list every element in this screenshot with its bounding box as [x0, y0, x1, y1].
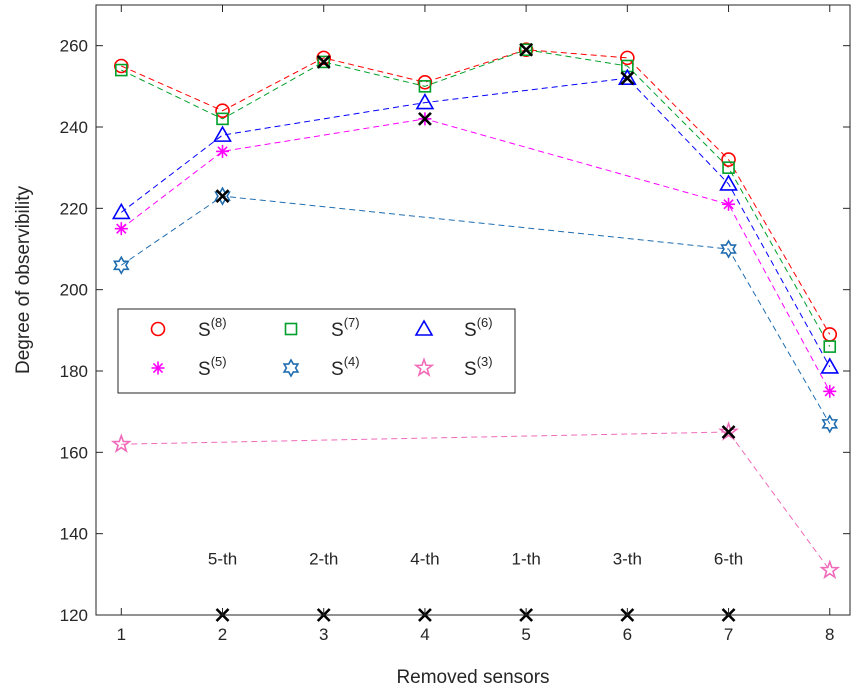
removed-cross-marker [316, 55, 331, 69]
x-tick-label: 5 [521, 625, 530, 644]
order-label: 5-th [208, 550, 237, 569]
data-point [820, 357, 840, 374]
data-point [114, 222, 128, 236]
legend-marker [151, 361, 165, 375]
y-tick-label: 200 [60, 281, 88, 300]
order-label: 1-th [511, 550, 540, 569]
x-tick-label: 3 [319, 625, 328, 644]
data-point [518, 42, 534, 58]
data-point [115, 63, 128, 77]
order-label: 4-th [410, 550, 439, 569]
data-point [214, 186, 231, 206]
data-point [215, 103, 230, 119]
data-point [216, 144, 230, 158]
data-point [316, 50, 332, 66]
y-tick-label: 180 [60, 362, 88, 381]
data-point [110, 433, 132, 454]
data-point [722, 161, 735, 174]
legend-marker [150, 321, 166, 337]
x-tick-label: 8 [825, 625, 834, 644]
data-point [417, 74, 433, 90]
y-axis-label: Degree of observibility [13, 186, 34, 374]
data-point [317, 55, 331, 69]
legend-marker [414, 319, 434, 336]
legend-marker [284, 322, 298, 336]
data-point [721, 152, 736, 167]
series-line-2 [121, 49, 831, 347]
data-point [722, 197, 736, 211]
x-tick-label: 4 [420, 625, 429, 644]
plot-frame [95, 4, 851, 616]
y-tick-label: 140 [60, 525, 88, 544]
data-point [111, 202, 131, 220]
data-point [718, 421, 739, 441]
legend: S(8) S(7) S(6)S(5) S(4) S(3) [117, 308, 516, 394]
removed-cross-marker [418, 111, 432, 126]
data-point [418, 80, 432, 93]
data-point [823, 340, 837, 353]
data-point [719, 174, 738, 191]
removed-cross-marker [721, 425, 736, 439]
y-tick-label: 220 [60, 199, 88, 218]
y-tick-label: 260 [60, 37, 88, 56]
marker-layer [110, 42, 841, 580]
series-line-5 [121, 195, 831, 425]
data-point [617, 68, 637, 85]
y-tick-label: 240 [60, 118, 88, 137]
data-point [213, 125, 232, 142]
removed-cross-marker [620, 71, 635, 86]
y-tick-label: 120 [60, 606, 88, 625]
axes: 1 2 3 4 5 6 7 8 120 140 160 180 200 220 240 260 [60, 5, 850, 644]
data-point [823, 384, 837, 398]
data-point [519, 43, 533, 57]
legend-marker [413, 357, 435, 377]
x-tick-label: 7 [724, 625, 733, 644]
legend-marker [282, 358, 300, 378]
order-label: 2-th [309, 550, 338, 569]
removed-cross-marker [519, 42, 534, 57]
data-point [720, 239, 737, 259]
removal-order-labels: 5-th 2-th 4-th 1-th 3-th 6-th [208, 550, 743, 569]
series-line-1 [121, 49, 831, 335]
order-label: 3-th [613, 550, 642, 569]
y-tick-label: 160 [60, 443, 88, 462]
data-point [112, 255, 130, 275]
series-line-3 [120, 77, 831, 368]
order-label: 6-th [714, 550, 743, 569]
series-line-6 [121, 431, 831, 571]
data-point [819, 559, 841, 580]
x-tick-label: 1 [117, 625, 126, 644]
x-tick-label: 6 [623, 625, 632, 644]
legend-box [117, 308, 516, 394]
data-point [821, 414, 839, 434]
x-tick-label: 2 [218, 625, 227, 644]
removed-cross-marker [215, 189, 230, 204]
x-axis-label: Removed sensors [396, 667, 549, 688]
data-point [114, 58, 129, 74]
data-point [216, 112, 229, 126]
data-point [415, 92, 435, 110]
data-point [620, 50, 635, 66]
